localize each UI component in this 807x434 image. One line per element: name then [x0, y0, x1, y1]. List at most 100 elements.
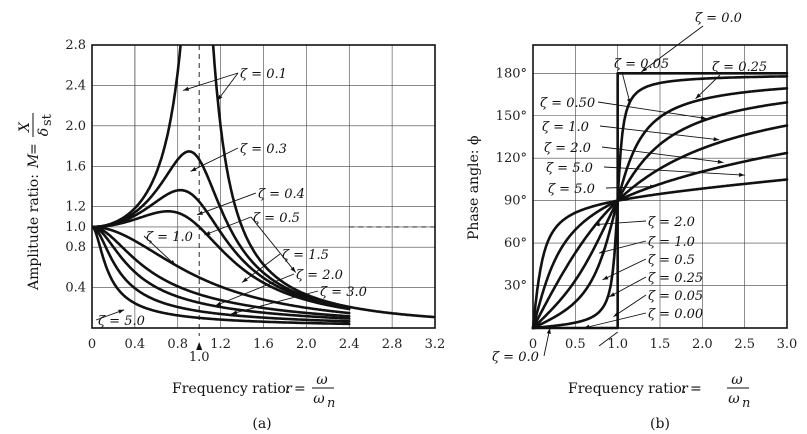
series-line-zeta-1 [531, 124, 789, 330]
arrowhead-icon [231, 310, 238, 315]
arrowhead-icon [717, 159, 724, 164]
series-annotation-a: ζ = 0.5 [253, 211, 300, 226]
x-axis-var: r [285, 381, 293, 397]
leader-line [605, 186, 656, 189]
x-tick-label-b: 1.0 [607, 337, 628, 352]
arrowhead-icon [190, 167, 197, 172]
leader-line [143, 235, 176, 266]
leader-line [608, 276, 647, 298]
y-tick-label-b: 30° [504, 279, 527, 294]
x-tick-label-a: 2.0 [296, 337, 317, 352]
series-annotation-a: ζ = 1.5 [282, 248, 329, 263]
leader-line [217, 72, 239, 101]
leader-line [641, 25, 704, 73]
series-annotation-b: ζ = 2.0 [544, 141, 591, 156]
leader-line [250, 216, 297, 273]
series-line-zeta-0-25 [531, 87, 789, 330]
x-axis-den-sub: n [327, 396, 335, 411]
series-line-zeta-5 [531, 178, 789, 330]
series-annotation-b: ζ = 0.5 [648, 253, 695, 268]
x-axis-label-a: Frequency ratio: r = ωω n [172, 372, 335, 411]
arrow-icon [196, 342, 203, 350]
y-axis-label-b: Phase angle: ϕ [466, 135, 482, 240]
y-axis-num: X [17, 121, 33, 133]
x-axis-den-sub: n [742, 396, 750, 411]
arrowhead-icon [197, 210, 204, 215]
series-annotation-b: ζ = 0.00 [648, 307, 703, 322]
arrowhead-icon [738, 172, 745, 177]
series-line-zeta-5 [92, 225, 351, 326]
series-annotation-a: ζ = 0.4 [258, 187, 305, 202]
y-axis-label-a: Amplitude ratio: M = Xδ st [17, 113, 55, 291]
arrowhead-icon [118, 309, 125, 314]
arrowhead-icon [626, 98, 631, 105]
x-tick-label-b: 1.5 [650, 337, 671, 352]
y-tick-label-b: 150° [496, 109, 527, 124]
series-annotation-a: ζ = 0.1 [240, 67, 287, 82]
x-tick-label-a: 0.8 [167, 337, 188, 352]
series-line-zeta-0-1 [92, 45, 435, 319]
series-line-zeta-0-4 [92, 188, 351, 310]
arrowhead-icon [183, 86, 190, 91]
x-tick-label-a: 0 [88, 337, 96, 352]
leader-line [196, 192, 257, 216]
x-tick-label-a: 1.2 [210, 337, 231, 352]
y-tick-label-a: 2.4 [65, 78, 86, 93]
leader-line [204, 216, 252, 236]
x-tick-label-a: 1.6 [253, 337, 274, 352]
arrowhead-icon [613, 311, 620, 317]
series-line-zeta-0-5 [531, 101, 789, 330]
series-annotation-b: ζ = 2.0 [648, 215, 695, 230]
arrowhead-icon [170, 259, 176, 266]
y-axis-eq: = [26, 143, 42, 155]
y-tick-label-b: 60° [504, 236, 527, 251]
series-annotation-b: ζ = 0.25 [712, 60, 767, 75]
arrowhead-icon [713, 137, 720, 142]
plot-frame-b [532, 44, 788, 329]
x-tick-label-b: 2.5 [734, 337, 755, 352]
leader-line [602, 258, 647, 281]
y-tick-label-b: 180° [496, 66, 527, 81]
leader-line [241, 253, 281, 283]
series-line-zeta-2 [92, 225, 351, 320]
y-tick-label-a: 1.6 [65, 159, 86, 174]
x-tick-label-a: 0.4 [125, 337, 146, 352]
x-tick-label-b: 0 [529, 337, 537, 352]
arrowhead-icon [242, 277, 248, 283]
x-axis-label-text: Frequency ratio: [172, 381, 290, 397]
series-annotation-b: ζ = 0.05 [614, 57, 669, 72]
y-tick-label-a: 0.8 [65, 240, 86, 255]
series-annotation-a: ζ = 5.0 [98, 314, 145, 329]
arrowhead-icon [602, 275, 609, 280]
leader-line [231, 290, 319, 315]
series-annotation-a: ζ = 0.3 [240, 142, 287, 157]
series-annotation-b: ζ = 1.0 [542, 120, 589, 135]
series-annotation-b: ζ = 0.05 [648, 289, 703, 304]
x-axis-eq: = [294, 381, 306, 397]
y-tick-label-a: 2.0 [65, 119, 86, 134]
leader-line [599, 125, 720, 141]
series-line-zeta-1 [92, 225, 351, 315]
series-annotation-b: ζ = 0.0 [492, 350, 539, 365]
arrowhead-icon [641, 66, 648, 72]
x-tick-label-b: 3.0 [777, 337, 798, 352]
x-axis-num: ω [316, 372, 328, 388]
series-line-zeta-2 [531, 151, 789, 330]
arrowhead-icon [650, 184, 656, 189]
y-tick-label-a: 2.8 [65, 38, 86, 53]
x-tick-label-b: 2.0 [692, 337, 713, 352]
x-tick-label-b: 0.5 [565, 337, 586, 352]
series-line-zeta-1-5 [92, 225, 351, 318]
series-annotation-a: ζ = 1.0 [146, 230, 193, 245]
caption-b: (b) [650, 416, 670, 432]
y-tick-label-a: 1.2 [65, 200, 86, 215]
arrowhead-icon [217, 94, 223, 101]
annotations-a: ζ = 0.1 ζ = 0.3 ζ = 0.4 ζ = 0.5 ζ = 1.0 ζ = 1… [95, 67, 367, 329]
x-axis-eq: = [690, 381, 702, 397]
x-extra-label-a: 1.0 [189, 350, 210, 365]
arrowhead-icon [204, 231, 211, 236]
phase-angle-chart: 0 0.5 1.0 1.5 2.0 2.5 3.0 30° 60° 90° 120° 150° 180°… [466, 11, 797, 411]
leader-line [182, 72, 239, 91]
leader-line [593, 220, 647, 226]
